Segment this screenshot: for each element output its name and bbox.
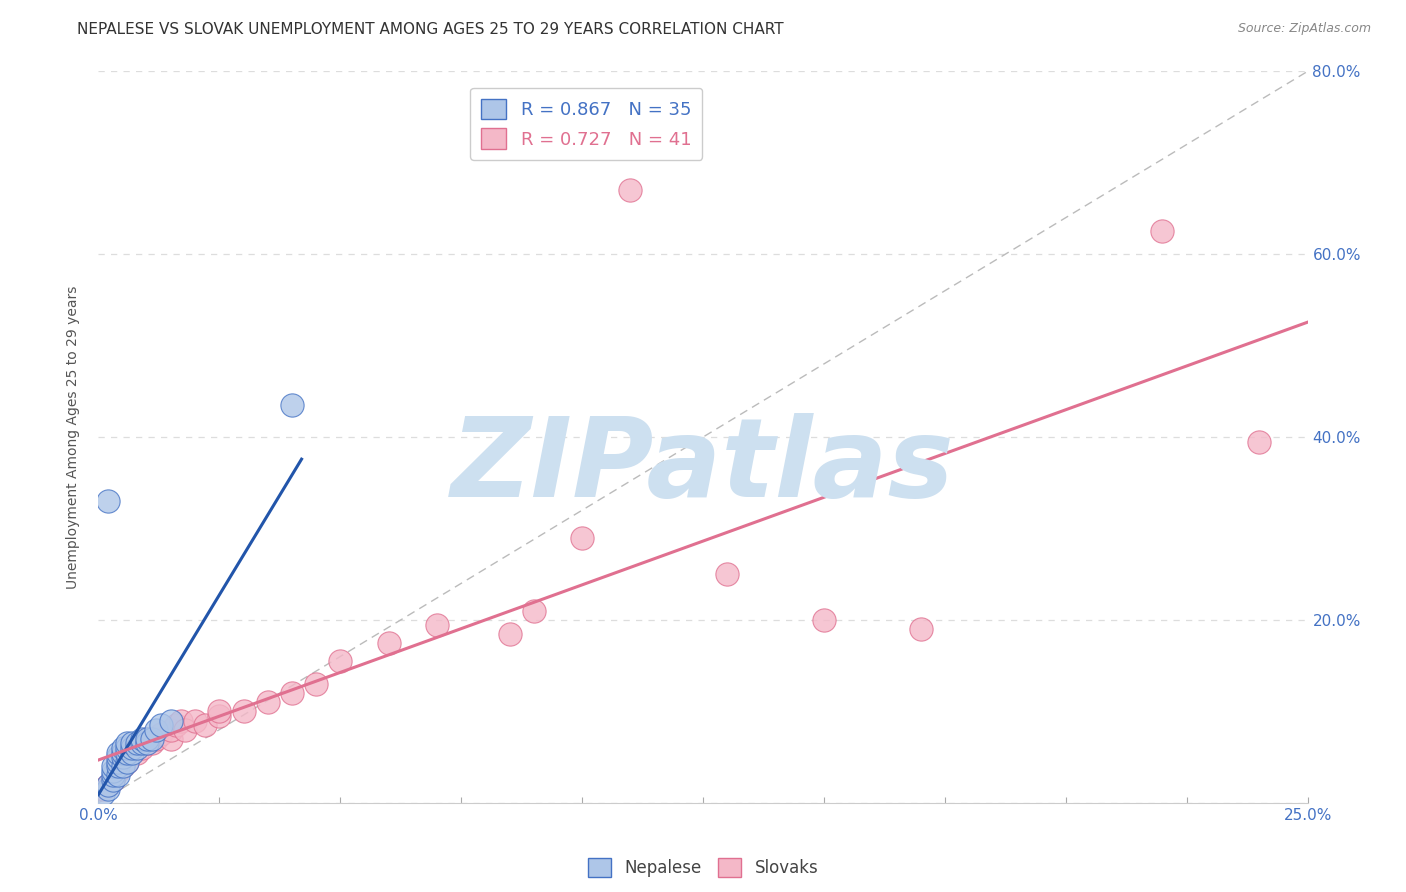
Point (117, 755, 139, 769)
Point (910, 622, 932, 636)
Point (111, 740, 134, 755)
Point (169, 714, 191, 728)
Point (619, 183, 641, 197)
Point (127, 746, 149, 760)
Point (1249, 434, 1271, 449)
Point (127, 740, 149, 755)
Text: Source: ZipAtlas.com: Source: ZipAtlas.com (1237, 22, 1371, 36)
Point (91, 787, 114, 801)
Y-axis label: Unemployment Among Ages 25 to 29 years: Unemployment Among Ages 25 to 29 years (66, 285, 80, 589)
Point (208, 705, 231, 719)
Point (1152, 224, 1174, 238)
Point (150, 718, 173, 732)
Point (208, 709, 231, 723)
Point (165, 718, 187, 732)
Point (101, 759, 124, 773)
Point (107, 746, 129, 760)
Point (107, 750, 129, 764)
Point (107, 759, 129, 773)
Text: ZIPatlas: ZIPatlas (451, 413, 955, 520)
Point (121, 736, 143, 750)
Point (145, 723, 167, 737)
Point (111, 750, 134, 764)
Point (426, 617, 449, 632)
Point (127, 736, 149, 750)
Point (101, 768, 124, 782)
Point (141, 731, 163, 746)
Point (232, 705, 254, 719)
Legend: Nepalese, Slovaks: Nepalese, Slovaks (581, 851, 825, 884)
Point (117, 736, 139, 750)
Point (305, 677, 328, 691)
Point (131, 731, 153, 746)
Point (111, 759, 134, 773)
Point (117, 740, 139, 755)
Point (281, 686, 304, 700)
Point (145, 731, 167, 746)
Point (160, 723, 183, 737)
Point (111, 759, 134, 773)
Point (131, 736, 153, 750)
Point (329, 654, 352, 668)
Point (97, 782, 120, 797)
Point (121, 746, 143, 760)
Point (571, 531, 593, 545)
Point (111, 750, 134, 764)
Point (716, 567, 738, 582)
Point (111, 746, 134, 760)
Point (135, 731, 157, 746)
Point (131, 740, 153, 755)
Point (135, 736, 157, 750)
Point (97, 778, 120, 792)
Point (117, 755, 139, 769)
Point (194, 718, 217, 732)
Point (174, 723, 197, 737)
Point (135, 731, 157, 746)
Point (117, 746, 139, 760)
Point (101, 772, 124, 787)
Point (97, 778, 120, 792)
Point (107, 764, 129, 778)
Point (377, 636, 399, 650)
Point (107, 755, 129, 769)
Point (256, 695, 278, 709)
Point (160, 731, 183, 746)
Point (101, 764, 124, 778)
Point (523, 604, 546, 618)
Point (184, 714, 207, 728)
Point (160, 714, 183, 728)
Point (101, 772, 124, 787)
Point (91, 782, 114, 797)
Point (141, 736, 163, 750)
Text: NEPALESE VS SLOVAK UNEMPLOYMENT AMONG AGES 25 TO 29 YEARS CORRELATION CHART: NEPALESE VS SLOVAK UNEMPLOYMENT AMONG AG… (77, 22, 785, 37)
Point (281, 398, 304, 412)
Point (121, 740, 143, 755)
Point (121, 740, 143, 755)
Point (121, 746, 143, 760)
Point (135, 736, 157, 750)
Point (150, 727, 173, 741)
Point (813, 613, 835, 627)
Point (107, 768, 129, 782)
Point (498, 626, 520, 640)
Point (97, 494, 120, 508)
